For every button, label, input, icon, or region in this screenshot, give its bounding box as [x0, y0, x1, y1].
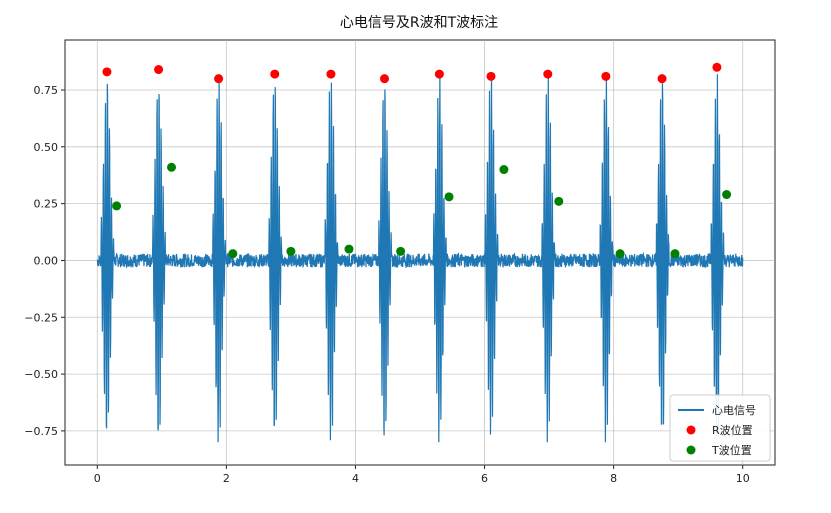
- r-wave-point: [657, 74, 667, 84]
- y-tick-label: 0.25: [34, 198, 59, 211]
- t-wave-point: [112, 201, 122, 211]
- signal-series: [96, 74, 744, 443]
- y-tick-label: −0.25: [24, 311, 58, 324]
- y-tick-label: 0.00: [34, 254, 59, 267]
- chart-title: 心电信号及R波和T波标注: [340, 15, 498, 31]
- r-wave-point: [434, 69, 444, 79]
- r-wave-point: [326, 69, 336, 79]
- ecg-signal-line: [96, 74, 744, 443]
- t-wave-point: [396, 246, 406, 256]
- legend-box: [669, 394, 771, 462]
- axes: 0 2 4 6 8 10 −0.75 −0.50 −0.25 0.00 0.25 0.50 0.75: [24, 84, 749, 485]
- r-wave-point: [380, 74, 389, 84]
- x-tick-label: 10: [736, 472, 750, 485]
- r-wave-point: [270, 69, 280, 79]
- t-wave-point: [228, 249, 238, 259]
- r-wave-point: [543, 69, 553, 79]
- y-tick-label: 0.50: [34, 141, 59, 154]
- x-tick-label: 6: [481, 472, 488, 485]
- legend-signal-label: 心电信号: [712, 404, 756, 417]
- x-tick-label: 2: [223, 472, 230, 485]
- legend-t-label: T波位置: [711, 443, 752, 457]
- t-wave-point: [499, 165, 509, 175]
- legend-r-swatch: [686, 425, 696, 435]
- legend-r-label: R波位置: [712, 423, 753, 437]
- y-tick-label: 0.75: [34, 84, 59, 97]
- x-tick-label: 0: [94, 472, 101, 485]
- r-wave-point: [712, 62, 722, 72]
- legend: 心电信号 R波位置 T波位置: [669, 394, 771, 462]
- t-wave-point: [286, 246, 296, 256]
- r-wave-point: [601, 71, 611, 81]
- y-tick-label: −0.50: [24, 368, 58, 381]
- r-wave-point: [214, 74, 224, 84]
- t-wave-markers: [112, 162, 732, 259]
- t-wave-point: [344, 244, 354, 254]
- t-wave-point: [167, 162, 176, 172]
- t-wave-point: [722, 190, 732, 200]
- r-wave-point: [102, 67, 112, 77]
- t-wave-point: [554, 196, 564, 206]
- r-wave-point: [154, 65, 164, 75]
- t-wave-point: [615, 249, 625, 259]
- r-wave-markers: [102, 62, 722, 84]
- legend-t-swatch: [686, 445, 696, 455]
- r-wave-point: [486, 71, 496, 81]
- t-wave-point: [670, 249, 680, 259]
- x-tick-label: 8: [610, 472, 617, 485]
- y-tick-label: −0.75: [24, 425, 58, 438]
- x-tick-label: 4: [352, 472, 359, 485]
- t-wave-point: [444, 192, 454, 202]
